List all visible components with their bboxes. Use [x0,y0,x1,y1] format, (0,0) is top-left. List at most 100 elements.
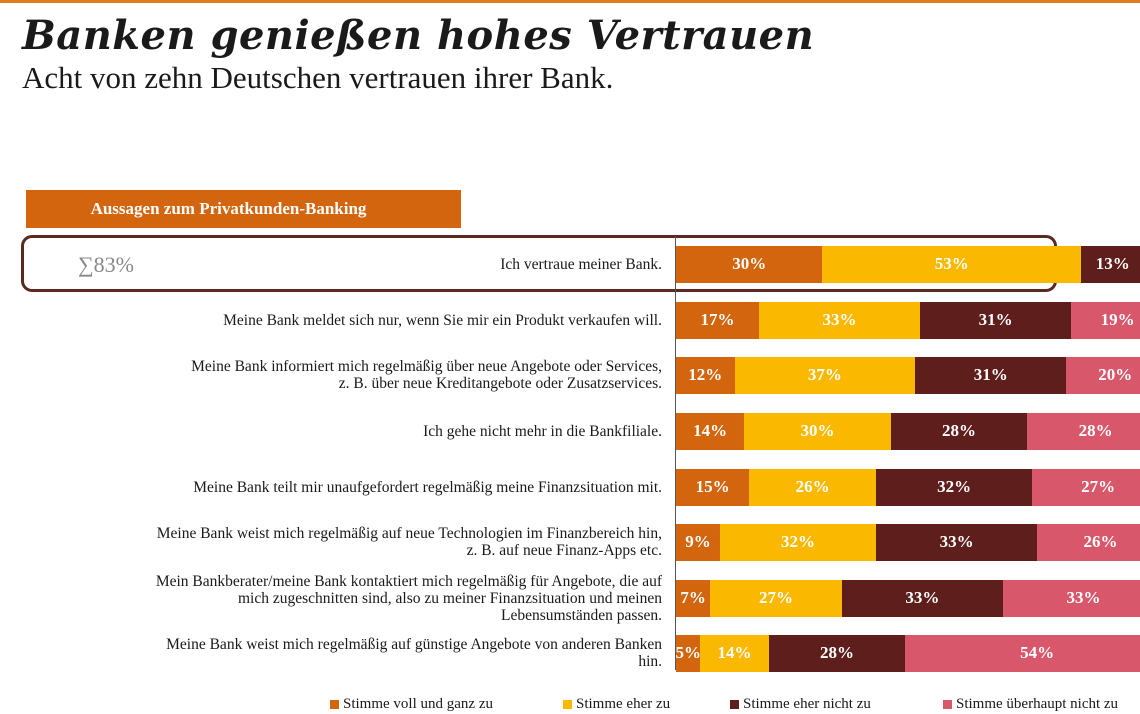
legend-item: Stimme voll und ganz zu [330,696,493,713]
row-label-line: z. B. über neue Kreditangebote oder Zusa… [338,375,662,392]
row-label: Meine Bank teilt mir unaufgefordert rege… [62,479,662,496]
row-label-line: Mein Bankberater/meine Bank kontaktiert … [155,572,662,590]
legend-swatch [730,700,739,709]
legend-item: Stimme eher zu [563,696,670,713]
data-label: 5% [675,643,701,662]
bar-segment: 30% [676,245,823,283]
bar-segment: 31% [915,356,1067,394]
bar-segment: 17% [676,301,759,339]
data-label: 26% [795,477,830,496]
bar-segment: 14% [676,412,745,450]
bar-segment: 27% [1032,468,1140,506]
data-label: 19% [1100,310,1135,329]
legend-label: Stimme eher nicht zu [743,696,871,712]
bar-segment: 15% [676,468,750,506]
bar-segment: 30% [744,412,891,450]
data-label: 54% [1020,643,1055,662]
data-label: 30% [732,254,767,273]
chart-title: Banken genießen hohes Vertrauen [22,12,815,59]
row-label-line: hin. [638,653,662,670]
data-label: 27% [1081,477,1116,496]
bar-segment: 20% [1066,356,1140,394]
data-label: 20% [1098,365,1133,384]
bar-segment: 26% [749,468,877,506]
data-label: 14% [717,643,752,662]
bar-segment: 37% [734,356,916,394]
data-label: 28% [1078,421,1113,440]
bar-segment: 33% [876,523,1038,561]
data-label: 17% [700,310,735,329]
data-label: 12% [688,365,723,384]
legend: Stimme voll und ganz zu Stimme eher zu Sti… [330,696,1140,714]
bar-segment: 13% [1081,245,1140,283]
row-label-line: Meine Bank teilt mir unaufgefordert rege… [193,478,662,496]
bar-segment: 7% [676,579,711,617]
row-label-line: mich zugeschnitten sind, also zu meiner … [237,589,662,607]
bar-segment: 5% [675,634,701,672]
row-label: Ich vertraue meiner Bank. [62,256,662,273]
section-label: Aussagen zum Privatkunden-Banking [26,190,461,228]
row-label-line: Meine Bank weist mich regelmäßig auf gün… [166,636,662,653]
row-label: Meine Bank meldet sich nur, wenn Sie mir… [62,312,662,329]
legend-swatch [330,700,339,709]
bar-segment: 12% [676,356,735,394]
bar-segment: 32% [719,523,877,561]
data-label: 28% [942,421,977,440]
bar-segment: 26% [1037,523,1140,561]
data-label: 9% [685,532,711,551]
sum-label: ∑83% [78,252,135,277]
legend-label: Stimme voll und ganz zu [343,696,493,712]
data-label: 33% [905,588,940,607]
bar-segment: 28% [890,412,1028,450]
row-label: Meine Bank informiert mich regelmäßig üb… [62,358,662,392]
data-label: 7% [680,588,706,607]
bar-segment: 54% [905,634,1140,672]
bar-segment: 28% [768,634,906,672]
bar-segment: 33% [1002,579,1140,617]
data-label: 37% [807,365,842,384]
bar-segment: 9% [676,523,720,561]
row-label-line: Meine Bank meldet sich nur, wenn Sie mir… [223,311,662,329]
row-label: Meine Bank weist mich regelmäßig auf neu… [62,525,662,559]
data-label: 33% [1066,588,1101,607]
top-accent-line [0,0,1140,3]
data-label: 27% [759,588,794,607]
row-label-line: Lebensumständen passen. [501,606,662,624]
legend-swatch [563,700,572,709]
data-label: 13% [1095,254,1130,273]
bar-segment: 33% [758,301,920,339]
data-label: 33% [822,310,857,329]
data-label: 26% [1083,532,1118,551]
data-label: 15% [695,477,730,496]
bar-segment: 33% [841,579,1003,617]
row-label: Meine Bank weist mich regelmäßig auf gün… [62,636,662,670]
data-label: 32% [780,532,815,551]
legend-swatch [943,700,952,709]
row-label-line: Ich gehe nicht mehr in die Bankfiliale. [423,422,662,440]
row-label-line: z. B. auf neue Finanz-Apps etc. [466,542,662,559]
data-label: 30% [800,421,835,440]
chart-subtitle: Acht von zehn Deutschen vertrauen ihrer … [22,60,614,95]
data-label: 14% [693,421,728,440]
legend-item: Stimme eher nicht zu [730,696,871,713]
bar-segment: 31% [920,301,1072,339]
bar-segment: 27% [710,579,842,617]
bar-segment: 28% [1027,412,1140,450]
row-label-line: Meine Bank informiert mich regelmäßig üb… [191,358,662,375]
legend-label: Stimme eher zu [576,696,671,712]
row-label: Ich gehe nicht mehr in die Bankfiliale. [62,423,662,440]
axis-line [675,236,676,670]
data-label: 53% [934,254,969,273]
row-label-line: Ich vertraue meiner Bank. [500,255,662,273]
bar-segment: 14% [700,634,769,672]
bar-segment: 19% [1071,301,1140,339]
data-label: 31% [978,310,1013,329]
bar-segment: 53% [822,245,1082,283]
legend-label: Stimme überhaupt nicht zu [956,696,1119,712]
data-label: 28% [820,643,855,662]
data-label: 31% [973,365,1008,384]
data-label: 33% [939,532,974,551]
row-label-line: Meine Bank weist mich regelmäßig auf neu… [156,525,662,542]
data-label: 32% [937,477,972,496]
bar-segment: 32% [876,468,1033,506]
